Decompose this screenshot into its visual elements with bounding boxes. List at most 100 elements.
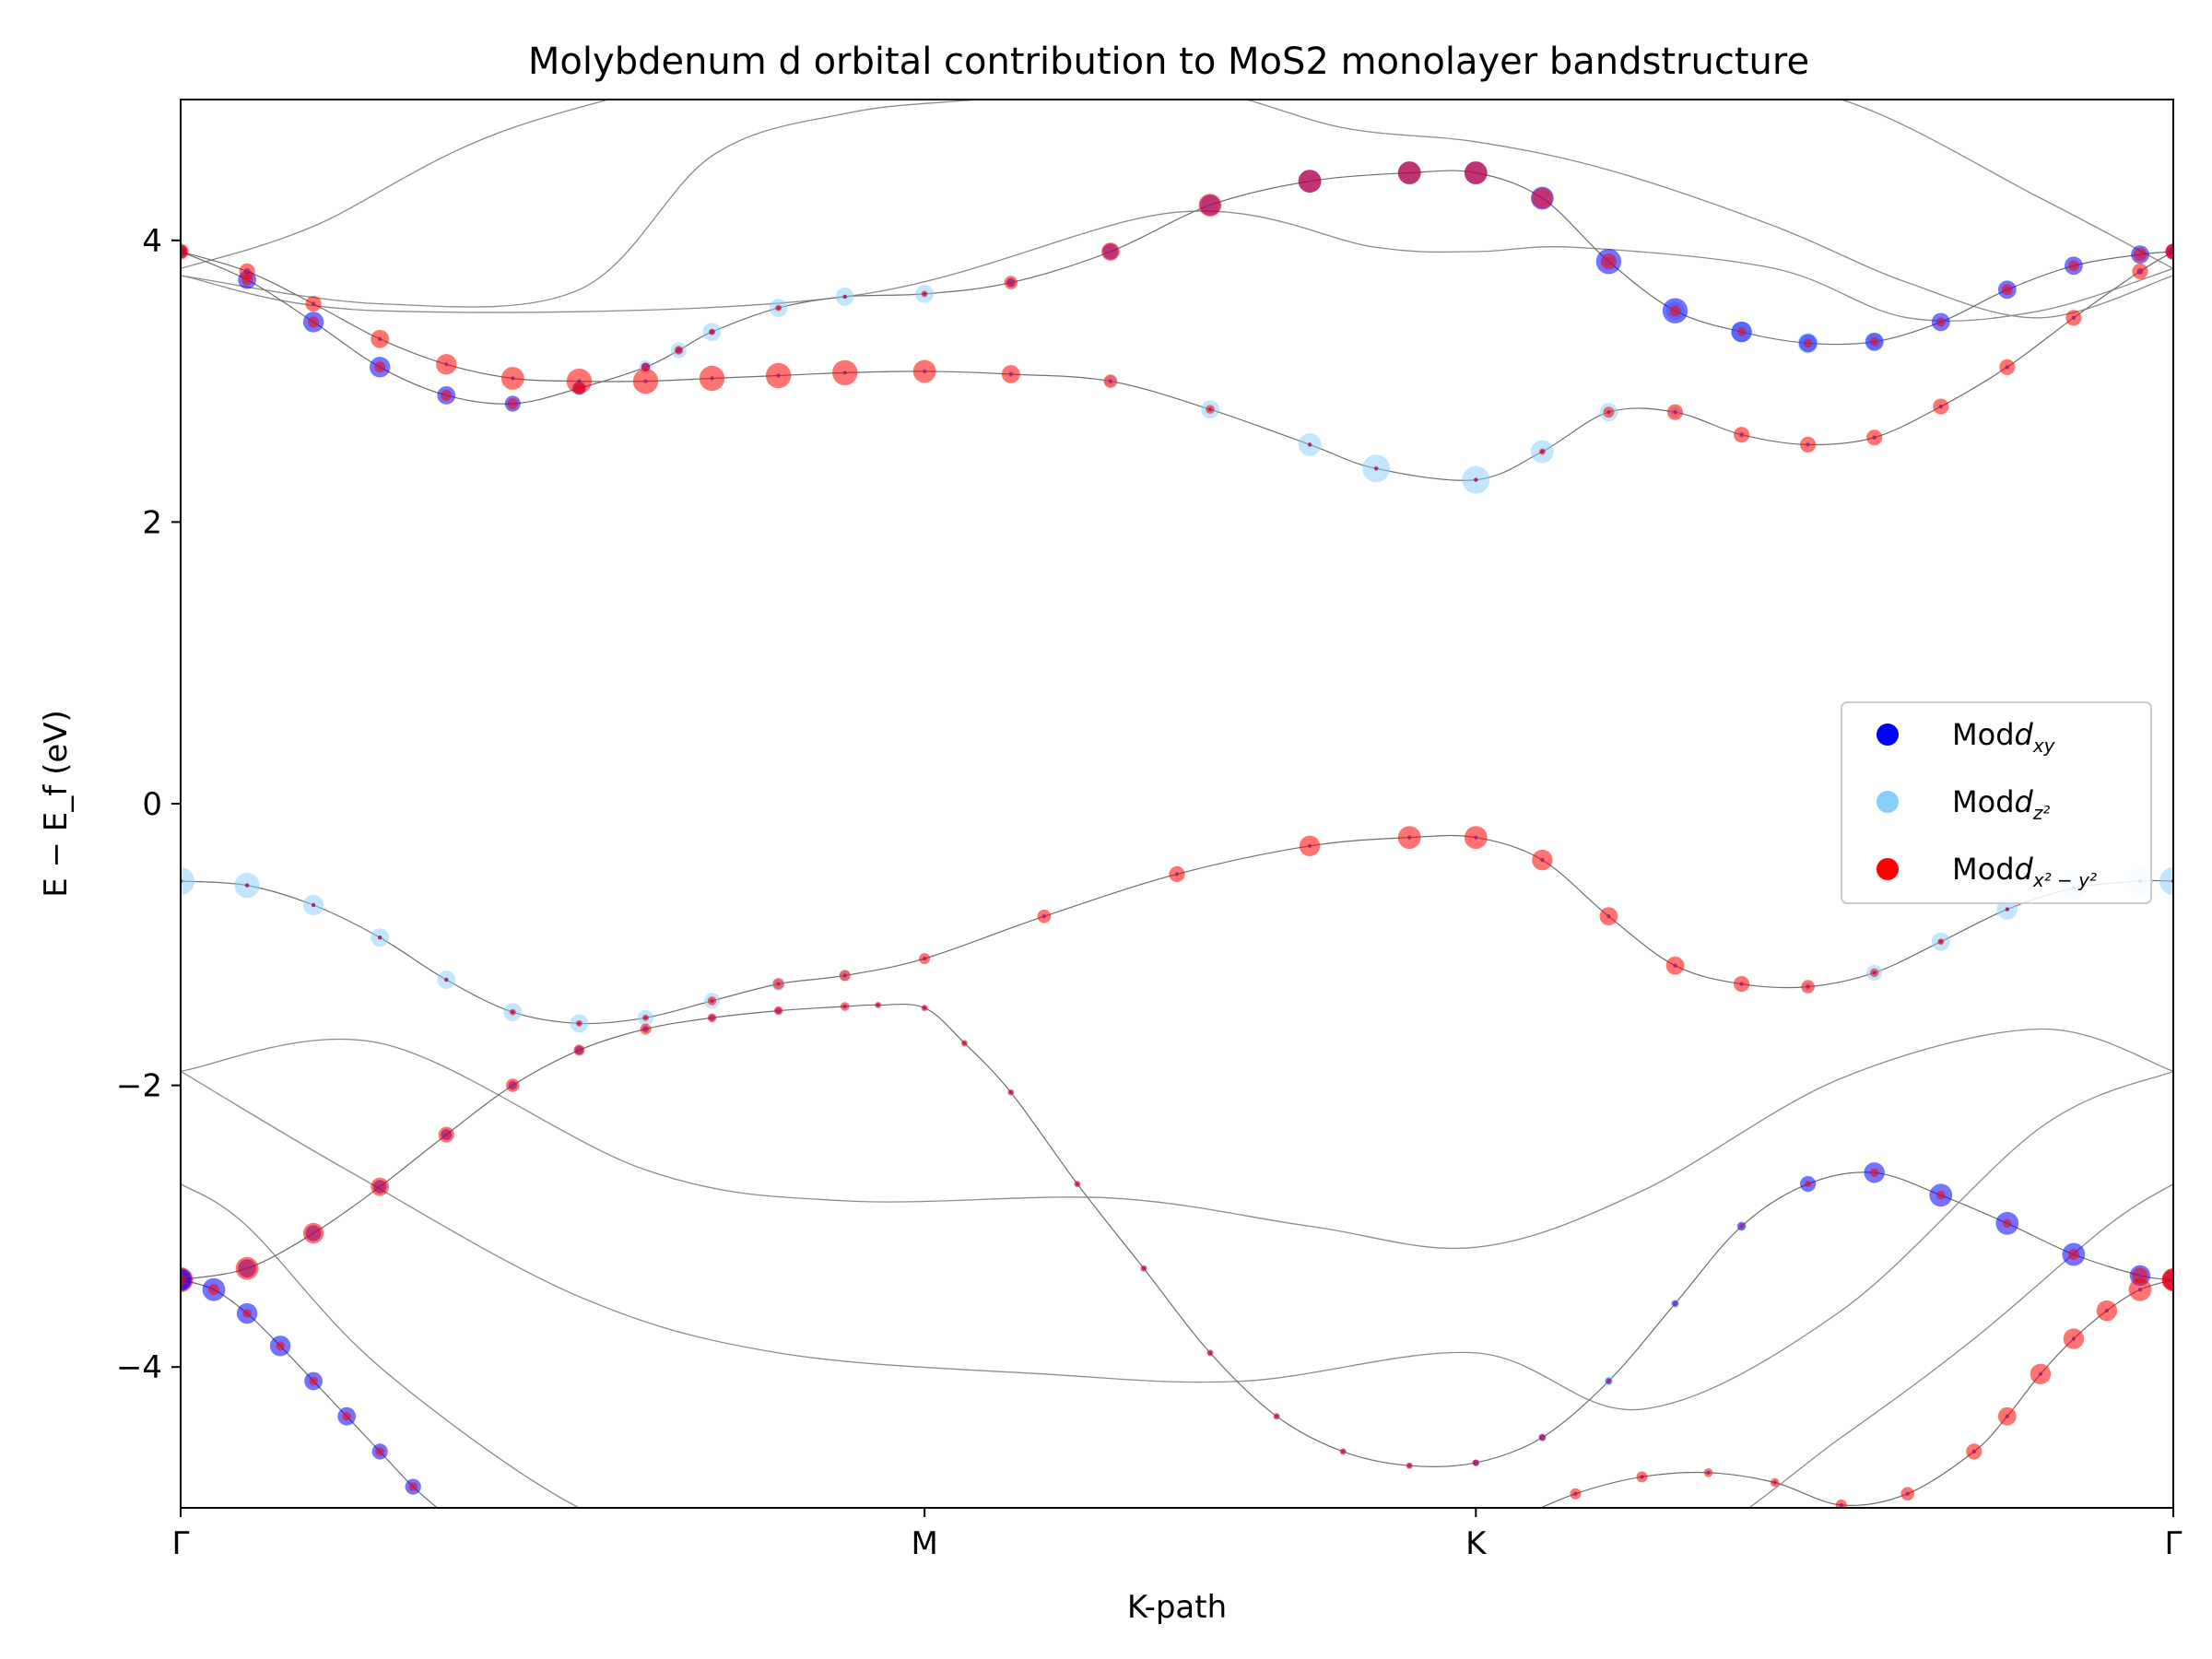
marker-x2y2-band4-pt17 xyxy=(1140,1265,1147,1272)
legend-marker-3 xyxy=(1877,858,1899,880)
marker-x2y2-band2-pt20 xyxy=(1603,406,1615,418)
marker-x2y2-band1-pt5 xyxy=(441,389,453,401)
marker-x2y2-band2-pt8 xyxy=(632,368,659,394)
chart-title: Molybdenum d orbital contribution to MoS… xyxy=(528,41,1809,83)
marker-x2y2-band2-pt21 xyxy=(1666,404,1684,420)
marker-x2y2-band4-pt25 xyxy=(1673,1301,1677,1306)
marker-x2y2-band6-pt5 xyxy=(1770,1477,1780,1488)
background-band-6 xyxy=(181,1183,2173,1508)
legend-marker-2 xyxy=(1877,791,1899,813)
marker-x2y2-band2-pt19 xyxy=(1538,448,1546,455)
marker-x2y2-band1-pt26 xyxy=(1936,317,1946,327)
marker-x2y2-band2-pt24 xyxy=(1866,429,1883,446)
marker-x2y2-band4-pt18 xyxy=(1206,1349,1214,1357)
marker-x2y2-band3-pt10 xyxy=(772,978,784,990)
marker-x2y2-band1-pt6 xyxy=(507,398,519,409)
marker-x2y2-band2-pt29 xyxy=(2165,243,2173,260)
marker-x2y2-band5-pt5 xyxy=(309,1376,318,1386)
marker-x2y2-band3-pt6 xyxy=(509,1008,516,1016)
marker-x2y2-band2-pt9 xyxy=(699,365,725,392)
marker-x2y2-band6-pt13 xyxy=(2128,1277,2152,1301)
marker-x2y2-band2-pt6 xyxy=(500,367,524,390)
marker-x2y2-band6-pt11 xyxy=(2063,1328,2085,1349)
y-tick-label: 2 xyxy=(142,504,162,541)
marker-x2y2-band2-pt25 xyxy=(1933,398,1949,415)
legend-marker-1 xyxy=(1877,724,1899,746)
marker-x2y2-band3-pt18 xyxy=(1532,849,1553,871)
marker-x2y2-band4-pt29 xyxy=(1936,1191,1946,1200)
background-band-5 xyxy=(181,1070,2173,1411)
marker-x2y2-band1-pt19 xyxy=(1464,161,1488,184)
marker-x2y2-band5-pt4 xyxy=(276,1341,285,1351)
marker-xy-band5-pt1 xyxy=(181,1268,193,1291)
y-axis-label: E − E_f (eV) xyxy=(38,710,75,898)
marker-x2y2-band3-pt19 xyxy=(1599,907,1618,926)
marker-x2y2-band4-pt21 xyxy=(1406,1462,1413,1469)
marker-x2y2-band4-pt23 xyxy=(1538,1434,1546,1441)
marker-x2y2-band4-pt7 xyxy=(573,1044,585,1056)
x-tick-label: K xyxy=(1465,1525,1488,1562)
marker-z2-band3-pt28 xyxy=(2159,867,2173,895)
marker-x2y2-band1-pt11 xyxy=(775,304,782,312)
background-band-3 xyxy=(181,210,2173,322)
marker-x2y2-band3-pt7 xyxy=(575,1019,582,1027)
background-band-1 xyxy=(181,100,2173,270)
marker-x2y2-band6-pt12 xyxy=(2096,1300,2118,1322)
marker-x2y2-band5-pt8 xyxy=(408,1482,418,1491)
marker-x2y2-band3-pt3 xyxy=(311,902,316,908)
marker-x2y2-band2-pt4 xyxy=(371,329,390,348)
marker-x2y2-band4-pt27 xyxy=(1805,1181,1812,1188)
marker-x2y2-band3-pt8 xyxy=(642,1014,649,1021)
marker-x2y2-band4-pt9 xyxy=(707,1013,717,1023)
marker-x2y2-band2-pt17 xyxy=(1374,466,1379,471)
marker-x2y2-band2-pt22 xyxy=(1734,427,1750,443)
marker-x2y2-band3-pt9 xyxy=(707,996,717,1006)
marker-x2y2-band2-pt23 xyxy=(1800,436,1817,453)
legend: Moddxy Moddz² Moddx² − y² xyxy=(1841,701,2152,904)
background-band-4 xyxy=(181,1028,2173,1250)
marker-x2y2-band2-pt14 xyxy=(1103,374,1118,388)
marker-x2y2-band3-pt5 xyxy=(444,977,449,982)
marker-x2y2-band6-pt8 xyxy=(1966,1443,1983,1460)
marker-x2y2-band6-pt4 xyxy=(1703,1468,1713,1477)
marker-x2y2-band2-pt3 xyxy=(305,296,322,312)
marker-x2y2-band4-pt30 xyxy=(2003,1218,2012,1229)
marker-x2y2-band4-pt15 xyxy=(1007,1088,1015,1096)
marker-x2y2-band6-pt7 xyxy=(1900,1487,1914,1500)
marker-x2y2-band4-pt3 xyxy=(302,1222,324,1244)
marker-x2y2-band1-pt18 xyxy=(1397,161,1421,184)
marker-x2y2-band3-pt21 xyxy=(1734,976,1750,993)
marker-x2y2-band6-pt10 xyxy=(2030,1363,2052,1385)
marker-x2y2-band1-pt22 xyxy=(1669,305,1681,317)
marker-x2y2-band1-pt28 xyxy=(2067,260,2079,272)
marker-x2y2-band1-pt21 xyxy=(1600,253,1617,270)
marker-x2y2-band1-pt10 xyxy=(709,328,715,335)
marker-x2y2-band5-pt1 xyxy=(181,1274,186,1286)
marker-x2y2-band1-pt12 xyxy=(842,294,847,300)
marker-x2y2-band2-pt27 xyxy=(2065,310,2082,326)
marker-x2y2-band4-pt12 xyxy=(875,1002,882,1008)
marker-x2y2-band2-pt2 xyxy=(239,263,255,279)
marker-x2y2-band1-pt3 xyxy=(308,316,320,328)
marker-x2y2-band1-pt20 xyxy=(1532,187,1553,209)
marker-x2y2-band1-pt24 xyxy=(1803,338,1813,348)
marker-x2y2-band1-pt9 xyxy=(674,346,684,355)
x-tick-label: M xyxy=(911,1525,937,1562)
marker-x2y2-band3-pt22 xyxy=(1801,980,1815,994)
marker-z2-band3-pt1 xyxy=(181,867,194,895)
y-tick-label: 4 xyxy=(142,223,162,260)
marker-x2y2-band4-pt8 xyxy=(640,1023,652,1035)
marker-x2y2-band4-pt4 xyxy=(371,1177,390,1196)
marker-x2y2-band5-pt6 xyxy=(342,1411,352,1421)
marker-x2y2-band3-pt20 xyxy=(1665,956,1685,975)
marker-x2y2-band4-pt10 xyxy=(773,1006,783,1016)
marker-x2y2-band2-pt11 xyxy=(832,359,858,386)
marker-x2y2-band2-pt15 xyxy=(1206,405,1215,415)
marker-x2y2-band4-pt22 xyxy=(1472,1459,1479,1466)
marker-x2y2-band1-pt29 xyxy=(2133,247,2147,262)
marker-x2y2-band1-pt14 xyxy=(1004,276,1018,289)
y-tick-label: −4 xyxy=(116,1349,162,1386)
marker-x2y2-band2-pt13 xyxy=(1001,365,1020,383)
marker-x2y2-band3-pt15 xyxy=(1299,835,1321,856)
